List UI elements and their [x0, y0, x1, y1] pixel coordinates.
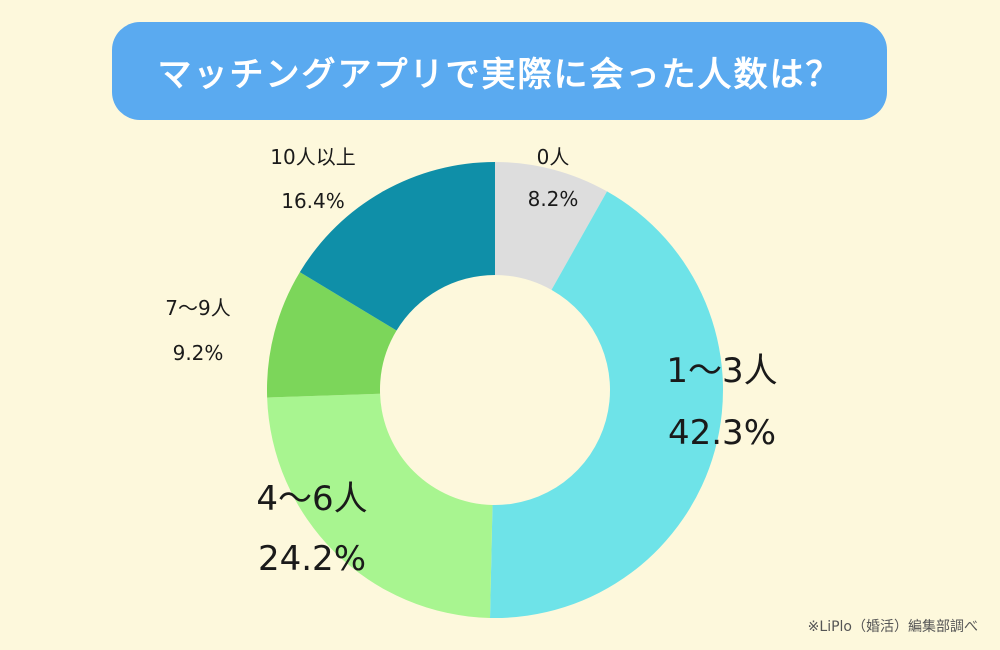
slice-label-4: 10人以上: [270, 145, 355, 169]
source-footnote: ※LiPlo（婚活）編集部調べ: [807, 619, 978, 635]
slice-value-3: 9.2%: [173, 341, 224, 365]
chart-title: マッチングアプリで実際に会った人数は？: [157, 54, 842, 95]
title-banner: マッチングアプリで実際に会った人数は？: [112, 22, 887, 120]
slice-1: [490, 191, 723, 618]
slice-label-2: 4〜6人: [256, 479, 367, 519]
donut-slices: [267, 162, 723, 618]
slice-value-0: 8.2%: [528, 187, 579, 211]
slice-value-4: 16.4%: [281, 189, 345, 213]
slice-label-1: 1〜3人: [666, 351, 777, 391]
slice-label-0: 0人: [537, 145, 570, 169]
slice-label-3: 7〜9人: [165, 296, 230, 320]
slice-value-2: 24.2%: [258, 539, 366, 579]
slice-0: [495, 162, 608, 290]
slice-3: [267, 272, 397, 398]
slice-labels: 0人 8.2% 1〜3人 42.3% 4〜6人 24.2% 7〜9人 9.2% 10人以上 16.…: [165, 145, 777, 579]
slice-value-1: 42.3%: [668, 413, 776, 453]
slice-4: [299, 162, 495, 331]
slice-2: [267, 393, 493, 618]
